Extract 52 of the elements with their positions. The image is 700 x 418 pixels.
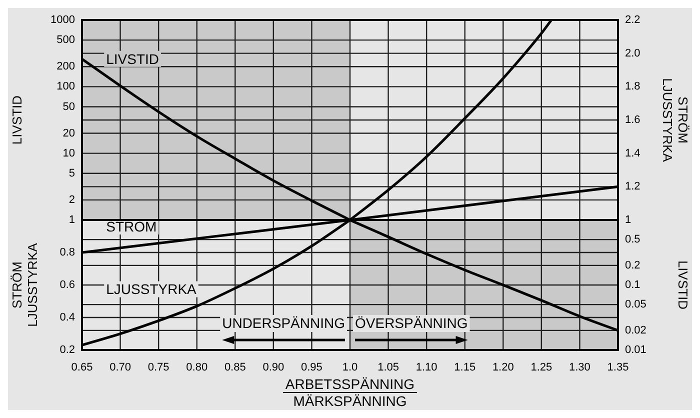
y2-tick-label: 1.2 [625, 180, 640, 193]
y-tick-label: 2 [68, 194, 75, 206]
y2-tick-label: 0.2 [625, 259, 640, 272]
x-tick-label: 0.90 [262, 362, 284, 374]
series-label: LJUSSTYRKA [106, 281, 198, 298]
y-tick-label: 20 [62, 127, 75, 140]
y-tick-label: 50 [62, 100, 75, 113]
y-tick-label: 5 [68, 167, 75, 180]
x-tick-label: 1.0 [342, 362, 358, 374]
y2-axis-title: LIVSTID [676, 260, 691, 310]
x-tick-label: 1.30 [569, 362, 590, 374]
x-tick-label: 0.80 [186, 362, 208, 374]
y-tick-label: 1000 [50, 14, 75, 26]
annotation: UNDERSPÄNNING [222, 314, 345, 331]
y2-tick-label: 0.02 [625, 324, 646, 336]
x-tick-label: 0.75 [148, 362, 170, 374]
x-tick-label: 1.05 [378, 362, 399, 374]
y2-tick-label: 2.0 [625, 47, 640, 60]
y2-tick-label: 0.1 [625, 279, 640, 292]
x-tick-label: 1.35 [607, 362, 629, 374]
y2-tick-label: 0.5 [625, 234, 640, 246]
y-tick-label: 0.8 [60, 246, 75, 259]
y-tick-label: 500 [56, 34, 75, 46]
y-axis-title: LIVSTID [9, 95, 24, 145]
y2-tick-label: 0.01 [625, 344, 646, 356]
y-tick-label: 0.4 [60, 312, 75, 324]
series-label: STRÖM [106, 218, 157, 234]
y2-tick-label: 1.4 [625, 147, 640, 160]
x-tick-label: 1.25 [530, 362, 552, 374]
y2-tick-label: 1.6 [625, 114, 640, 126]
x-tick-label: 0.85 [224, 362, 246, 374]
y-tick-label: 0.2 [60, 344, 75, 356]
y-tick-label: 1 [68, 214, 75, 226]
series-label: LIVSTID [106, 50, 160, 67]
y-tick-label: 10 [62, 147, 75, 160]
y2-axis-title: STRÖM LJUSSTYRKA [660, 78, 691, 162]
y2-tick-label: 2.2 [625, 14, 640, 26]
x-tick-label: 0.70 [110, 362, 131, 374]
x-tick-label: 1.15 [454, 362, 476, 374]
y2-tick-label: 1 [625, 214, 632, 226]
x-tick-label: 1.10 [416, 362, 438, 374]
x-tick-label: 0.65 [71, 362, 93, 374]
y-tick-label: 200 [56, 60, 75, 73]
y-tick-label: 0.6 [60, 279, 75, 292]
y-tick-label: 100 [56, 80, 75, 93]
y2-tick-label: 0.05 [625, 298, 646, 311]
x-tick-label: 0.95 [301, 362, 322, 374]
x-axis-title: ARBETSSPÄNNING MÄRKSPÄNNING [285, 376, 415, 409]
y-axis-title: STRÖM LJUSSTYRKA [9, 242, 40, 327]
y2-tick-label: 1.8 [625, 80, 640, 93]
annotation: ÖVERSPÄNNING [355, 314, 468, 331]
x-tick-label: 1.20 [492, 362, 514, 374]
